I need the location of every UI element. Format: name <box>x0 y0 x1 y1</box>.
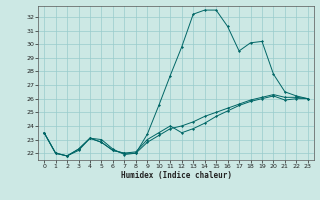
X-axis label: Humidex (Indice chaleur): Humidex (Indice chaleur) <box>121 171 231 180</box>
